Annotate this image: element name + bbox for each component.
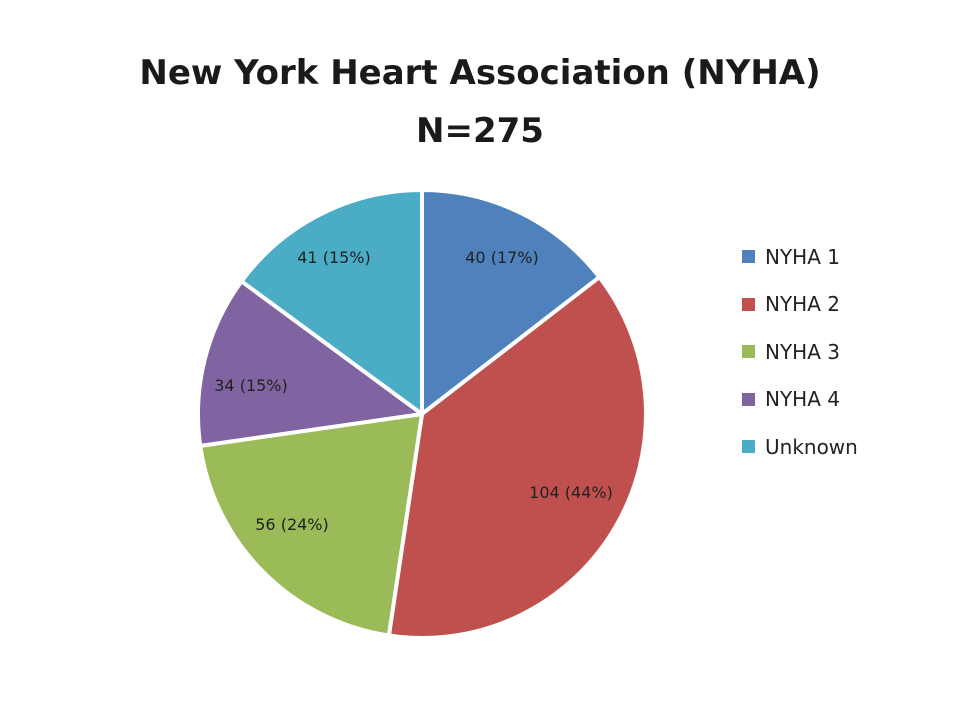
- legend-item-nyha-2: NYHA 2: [742, 281, 858, 329]
- legend-item-nyha-3: NYHA 3: [742, 328, 858, 376]
- legend-item-nyha-4: NYHA 4: [742, 376, 858, 424]
- legend-label-unknown: Unknown: [765, 434, 858, 459]
- legend-swatch-unknown: [742, 440, 755, 454]
- data-label-nyha-4: 34 (15%): [214, 376, 288, 395]
- legend-label-nyha-2: NYHA 2: [765, 292, 840, 317]
- data-label-nyha-1: 40 (17%): [465, 248, 539, 267]
- legend-swatch-nyha-4: [742, 392, 755, 406]
- pie-slice-nyha-3: [198, 412, 424, 638]
- legend-label-nyha-1: NYHA 1: [765, 244, 840, 269]
- pie-slice-nyha-1: [420, 188, 602, 416]
- data-label-nyha-3: 56 (24%): [255, 515, 329, 534]
- legend-label-nyha-4: NYHA 4: [765, 387, 840, 412]
- data-label-nyha-2: 104 (44%): [529, 483, 613, 502]
- data-label-unknown: 41 (15%): [297, 248, 371, 267]
- legend-swatch-nyha-3: [742, 345, 755, 359]
- pie-slice-nyha-2: [386, 275, 648, 640]
- chart-title-line-1: New York Heart Association (NYHA): [139, 53, 821, 93]
- legend-swatch-nyha-1: [742, 250, 755, 264]
- legend-item-nyha-1: NYHA 1: [742, 233, 858, 281]
- pie-slice-nyha-4: [196, 279, 424, 448]
- chart-title-line-2: N=275: [416, 111, 544, 151]
- legend: NYHA 1 NYHA 2 NYHA 3 NYHA 4 Unknown: [742, 233, 858, 471]
- pie-slice-unknown: [239, 188, 424, 416]
- chart-title: New York Heart Association (NYHA) N=275: [0, 44, 960, 160]
- legend-label-nyha-3: NYHA 3: [765, 339, 840, 364]
- legend-item-unknown: Unknown: [742, 423, 858, 471]
- legend-swatch-nyha-2: [742, 297, 755, 311]
